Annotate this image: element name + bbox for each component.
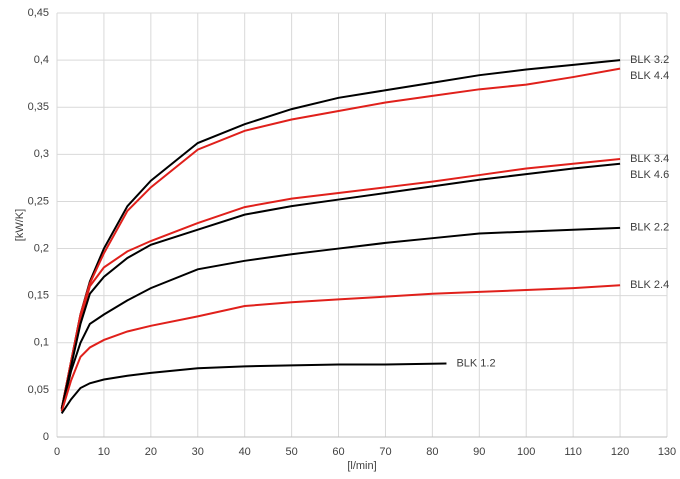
y-tick-label: 0 [43,431,49,443]
x-tick-label: 50 [285,446,297,458]
series-label: BLK 4.6 [630,169,669,181]
x-tick-label: 30 [192,446,204,458]
series-label: BLK 3.4 [630,153,669,165]
series-label: BLK 1.2 [456,357,495,369]
x-tick-label: 10 [98,446,110,458]
series-label: BLK 4.4 [630,70,669,82]
x-tick-label: 100 [517,446,535,458]
line-series [60,284,621,412]
y-tick-label: 0,05 [28,384,49,396]
line-series [60,59,621,409]
line-series [60,158,621,409]
y-tick-label: 0,2 [34,242,49,254]
line-series [60,226,621,411]
series-label: BLK 3.2 [630,54,669,66]
x-tick-label: 0 [54,446,60,458]
y-tick-label: 0,3 [34,148,49,160]
x-tick-label: 110 [564,446,582,458]
series-label: BLK 2.2 [630,222,669,234]
x-tick-label: 120 [611,446,629,458]
line-series [60,362,447,414]
y-tick-label: 0,1 [34,337,49,349]
x-tick-label: 70 [379,446,391,458]
y-axis-label: [kW/K] [14,209,26,241]
x-tick-label: 40 [239,446,251,458]
line-series [60,67,621,409]
x-tick-label: 80 [426,446,438,458]
y-tick-label: 0,4 [34,54,49,66]
series-label: BLK 2.4 [630,279,669,291]
y-tick-label: 0,35 [28,101,49,113]
y-tick-label: 0,15 [28,290,49,302]
x-tick-label: 20 [145,446,157,458]
y-tick-label: 0,25 [28,195,49,207]
x-tick-label: 130 [658,446,676,458]
line-series [60,162,621,409]
x-tick-label: 90 [473,446,485,458]
x-axis-label: [l/min] [347,460,376,472]
y-tick-label: 0,45 [28,7,49,19]
x-tick-label: 60 [332,446,344,458]
